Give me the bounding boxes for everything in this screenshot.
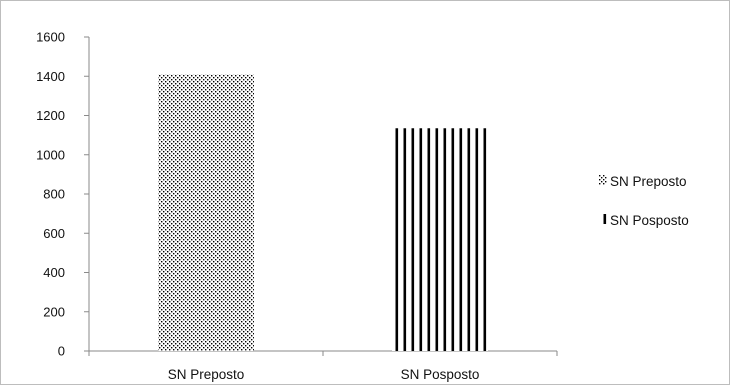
y-tick-label: 600	[43, 226, 65, 241]
y-tick-label: 800	[43, 187, 65, 202]
x-tick-label: SN Preposto	[168, 367, 245, 382]
y-tick-labels: 0 200 400 600 800 1000 1200 1400 1600	[36, 30, 65, 359]
x-tick-label: SN Posposto	[401, 367, 480, 382]
bars	[158, 74, 488, 351]
legend-swatch	[599, 175, 607, 185]
y-tick-label: 1200	[36, 108, 65, 123]
legend: SN Preposto SN Posposto	[599, 174, 689, 228]
legend-label: SN Preposto	[610, 174, 687, 189]
y-tick-label: 1000	[36, 147, 65, 162]
y-tick-label: 0	[58, 344, 65, 359]
x-axis	[88, 350, 558, 356]
legend-swatch	[599, 214, 607, 224]
y-tick-label: 1600	[36, 30, 65, 45]
bar-sn-posposto	[392, 128, 488, 351]
y-axis	[84, 36, 90, 352]
y-tick-label: 400	[43, 265, 65, 280]
y-tick-label: 1400	[36, 69, 65, 84]
bar-sn-preposto	[158, 74, 254, 351]
x-tick-labels: SN Preposto SN Posposto	[168, 367, 480, 382]
legend-label: SN Posposto	[610, 213, 689, 228]
y-tick-label: 200	[43, 304, 65, 319]
